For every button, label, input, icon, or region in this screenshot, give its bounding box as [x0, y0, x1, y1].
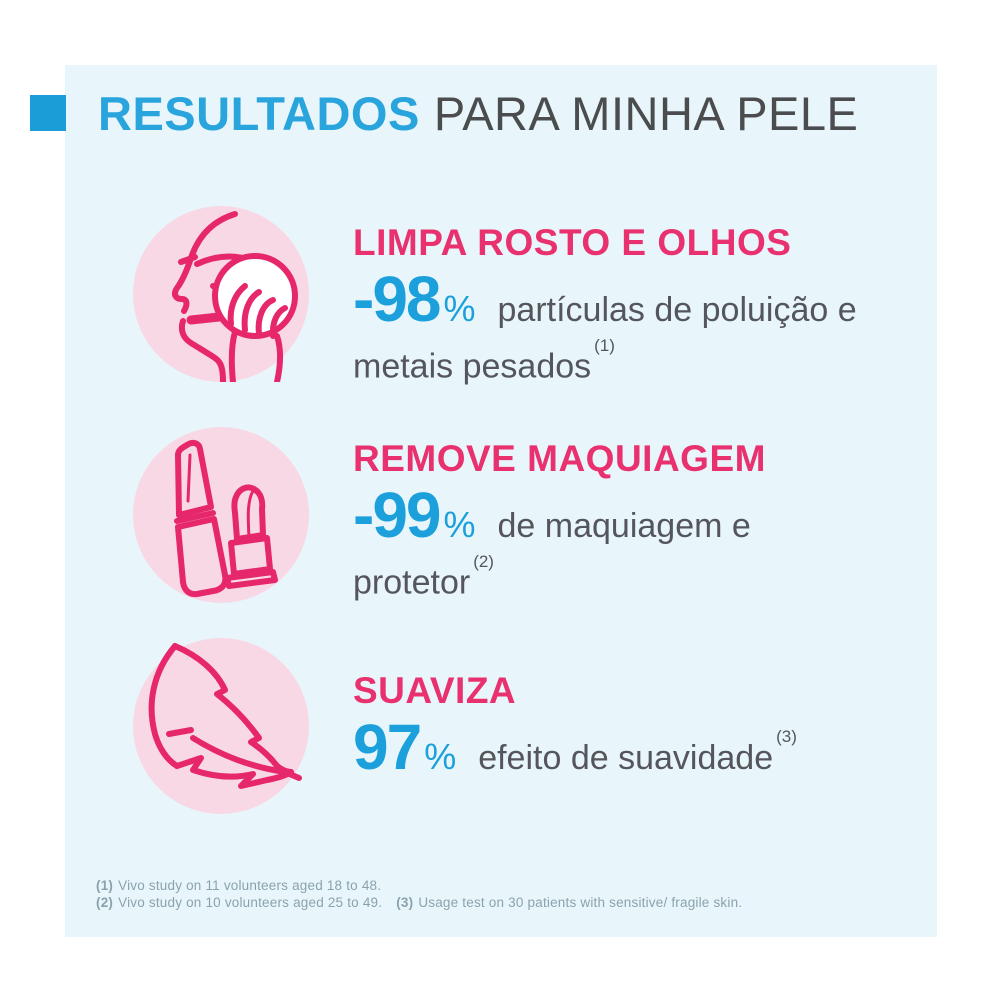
footnote-text: Vivo study on 11 volunteers aged 18 to 4… [118, 878, 382, 893]
section-heading: REMOVE MAQUIAGEM [353, 438, 766, 479]
section-heading: LIMPA ROSTO E OLHOS [353, 222, 792, 263]
footnote-marker: (3) [396, 895, 414, 910]
footnote-text: Usage test on 30 patients with sensitive… [418, 895, 743, 910]
face-cotton-pad-icon [133, 206, 309, 385]
mascara-lipstick-icon [133, 427, 309, 603]
stat-description-line2: protetor(2) [353, 551, 494, 602]
footnote-marker: (1) [96, 878, 114, 893]
footnotes: (1) Vivo study on 11 volunteers aged 18 t… [96, 877, 742, 911]
footnote-marker: (2) [96, 895, 114, 910]
stat-line: 97% efeito de suavidade(3) [353, 715, 898, 787]
stat-line: -98% partículas de poluição e [353, 267, 898, 339]
footnote-ref: (1) [594, 335, 615, 355]
face-cotton-pad-icon [133, 206, 309, 385]
stat-description-line1: efeito de suavidade [478, 738, 774, 777]
footnote-text: Vivo study on 10 volunteers aged 25 to 4… [118, 895, 383, 910]
percent-sign: % [424, 735, 457, 777]
stat-description-line1: de maquiagem e [497, 506, 751, 545]
stat-description-line1: partículas de poluição e [497, 290, 857, 329]
section-heading: SUAVIZA [353, 670, 517, 711]
section-suaviza: SUAVIZA 97% efeito de suavidade(3) [353, 670, 898, 787]
stat-line: -99% de maquiagem e [353, 483, 898, 555]
stat-value: 97 [353, 710, 422, 783]
percent-sign: % [443, 287, 476, 329]
section-limpa: LIMPA ROSTO E OLHOS -98% partículas de po… [353, 222, 898, 387]
feather-icon [133, 638, 309, 814]
feather-icon [133, 638, 309, 814]
footnote-line-1: (1) Vivo study on 11 volunteers aged 18 t… [96, 877, 742, 894]
stat-value: -98 [353, 262, 441, 335]
page-title-accent: RESULTADOS [98, 87, 420, 140]
percent-sign: % [443, 503, 476, 545]
footnote-ref: (2) [473, 551, 494, 571]
footnote-ref: (3) [776, 727, 797, 747]
footnote-line-2: (2) Vivo study on 10 volunteers aged 25 t… [96, 894, 742, 911]
stat-description-line2: metais pesados(1) [353, 335, 615, 386]
title-accent-square [30, 95, 66, 131]
stat-value: -99 [353, 478, 441, 551]
page-title: RESULTADOS PARA MINHA PELE [98, 90, 858, 137]
section-remove: REMOVE MAQUIAGEM -99% de maquiagem e prot… [353, 438, 898, 603]
mascara-lipstick-icon [133, 427, 309, 603]
page-title-rest: PARA MINHA PELE [433, 87, 859, 140]
